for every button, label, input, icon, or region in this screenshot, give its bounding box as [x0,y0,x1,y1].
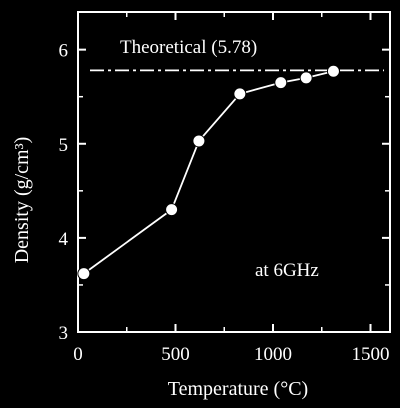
axes [77,11,391,333]
data-point [233,87,247,101]
data-point [274,76,288,90]
data-point [192,134,206,148]
y-tick-label: 3 [59,323,69,344]
x-tick-label: 1500 [352,344,390,365]
y-ticks: 3 4 5 6 [59,41,390,344]
plot-frame [77,11,391,333]
x-axis-title: Temperature (°C) [168,378,308,400]
x-tick-label: 1000 [254,344,292,365]
data-point [299,71,313,85]
series-line [83,70,334,275]
data-point [165,203,179,217]
y-axis-title: Density (g/cm³) [11,137,33,264]
y-tick-label: 6 [59,41,69,62]
x-tick-label: 500 [161,344,190,365]
density-series [77,64,340,281]
frequency-annotation: at 6GHz [255,260,319,281]
data-point [77,267,91,281]
theoretical-label: Theoretical (5.78) [120,37,257,58]
y-tick-label: 4 [59,229,69,250]
data-point [326,64,340,78]
x-tick-label: 0 [73,344,83,365]
x-ticks: 0 500 1000 1500 [73,12,390,365]
y-tick-label: 5 [59,135,69,156]
